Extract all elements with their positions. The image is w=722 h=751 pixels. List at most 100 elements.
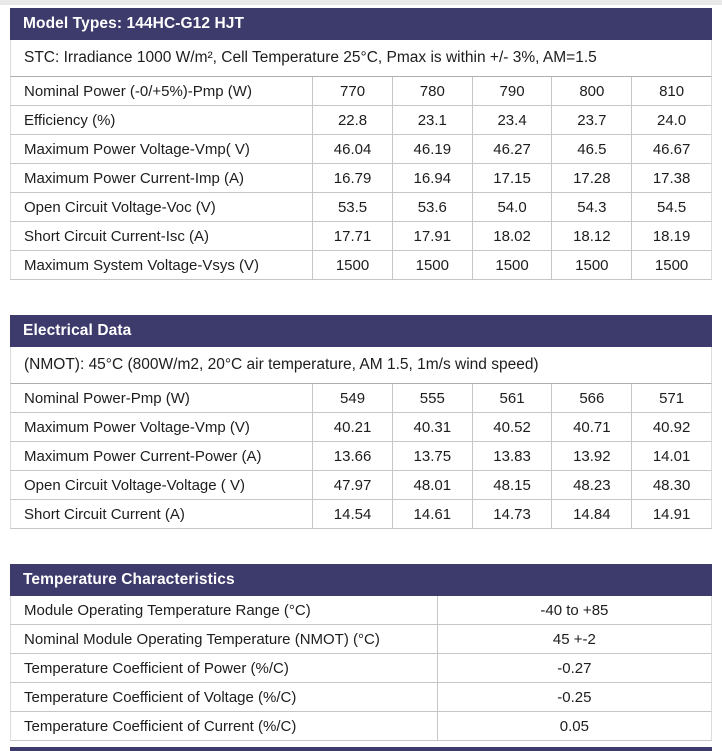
table-row: Short Circuit Current-Isc (A) 17.71 17.9… <box>10 222 712 251</box>
row-label: Module Operating Temperature Range (°C) <box>24 601 311 619</box>
row-value: 17.15 <box>471 164 552 192</box>
row-label: Short Circuit Current (A) <box>24 505 185 523</box>
row-value: 47.97 <box>312 471 392 499</box>
table-subtitle: STC: Irradiance 1000 W/m², Cell Temperat… <box>24 49 597 66</box>
row-value: 53.5 <box>312 193 392 221</box>
row-label: Maximum Power Voltage-Vmp( V) <box>24 140 250 158</box>
row-value: 40.31 <box>391 413 472 441</box>
row-value: 16.79 <box>312 164 392 192</box>
table-title-bar: Electrical Data <box>10 315 712 347</box>
row-value: 40.71 <box>551 413 631 441</box>
row-label: Temperature Coefficient of Current (%/C) <box>24 717 297 735</box>
row-value: 23.4 <box>471 106 552 134</box>
row-value: 571 <box>631 384 711 412</box>
row-value: 1500 <box>551 251 631 279</box>
table-row: Efficiency (%) 22.8 23.1 23.4 23.7 24.0 <box>10 106 712 135</box>
row-value: 549 <box>312 384 392 412</box>
row-value: 561 <box>471 384 552 412</box>
row-value: 800 <box>551 77 631 105</box>
table-row: Module Operating Temperature Range (°C) … <box>10 596 712 625</box>
row-value: 13.75 <box>391 442 472 470</box>
row-value: 13.66 <box>312 442 392 470</box>
row-value: 14.61 <box>391 500 472 528</box>
row-value: 780 <box>391 77 472 105</box>
row-value: 14.91 <box>631 500 711 528</box>
table-model-types-stc: Model Types: 144HC-G12 HJT STC: Irradian… <box>10 8 712 280</box>
row-value: 14.73 <box>471 500 552 528</box>
row-value: 810 <box>631 77 711 105</box>
table-row: Temperature Coefficient of Current (%/C)… <box>10 712 712 741</box>
row-value: 46.67 <box>631 135 711 163</box>
row-value: 13.83 <box>471 442 552 470</box>
row-value: 1500 <box>631 251 711 279</box>
row-label: Maximum Power Current-Power (A) <box>24 447 262 465</box>
page-top-strip <box>0 0 722 5</box>
row-value: 54.0 <box>471 193 552 221</box>
table-temperature-characteristics: Temperature Characteristics Module Opera… <box>10 564 712 741</box>
row-value: 1500 <box>312 251 392 279</box>
row-value: -0.27 <box>436 654 711 682</box>
table-title-bar: Model Types: 144HC-G12 HJT <box>10 8 712 40</box>
row-value: 14.01 <box>631 442 711 470</box>
row-value: 48.15 <box>471 471 552 499</box>
table-title-bar: Temperature Characteristics <box>10 564 712 596</box>
row-value: 566 <box>551 384 631 412</box>
table-row: Open Circuit Voltage-Voltage ( V) 47.97 … <box>10 471 712 500</box>
row-label: Temperature Coefficient of Voltage (%/C) <box>24 688 297 706</box>
row-value: 46.27 <box>471 135 552 163</box>
row-value: 770 <box>312 77 392 105</box>
row-value: 23.7 <box>551 106 631 134</box>
row-value: 14.84 <box>551 500 631 528</box>
row-value: 48.23 <box>551 471 631 499</box>
row-label: Short Circuit Current-Isc (A) <box>24 227 210 245</box>
table-row: Open Circuit Voltage-Voc (V) 53.5 53.6 5… <box>10 193 712 222</box>
row-value: 17.38 <box>631 164 711 192</box>
row-value: 18.19 <box>631 222 711 250</box>
row-value: 1500 <box>391 251 472 279</box>
row-value: -0.25 <box>436 683 711 711</box>
table-row: Maximum System Voltage-Vsys (V) 1500 150… <box>10 251 712 280</box>
row-value: 17.28 <box>551 164 631 192</box>
table-row: Temperature Coefficient of Power (%/C) -… <box>10 654 712 683</box>
row-value: 45 +-2 <box>436 625 711 653</box>
row-value: 48.30 <box>631 471 711 499</box>
table-title: Electrical Data <box>23 322 132 339</box>
table-title: Temperature Characteristics <box>23 571 235 588</box>
row-value: 22.8 <box>312 106 392 134</box>
row-value: 17.91 <box>391 222 472 250</box>
row-value: 46.19 <box>391 135 472 163</box>
row-label: Open Circuit Voltage-Voc (V) <box>24 198 216 216</box>
row-label: Open Circuit Voltage-Voltage ( V) <box>24 476 245 494</box>
row-value: 48.01 <box>391 471 472 499</box>
row-value: 24.0 <box>631 106 711 134</box>
table-row: Nominal Power (-0/+5%)-Pmp (W) 770 780 7… <box>10 77 712 106</box>
row-value: 14.54 <box>312 500 392 528</box>
table-subtitle: (NMOT): 45°C (800W/m2, 20°C air temperat… <box>24 356 539 373</box>
table-subtitle-row: STC: Irradiance 1000 W/m², Cell Temperat… <box>10 40 712 77</box>
row-value: 13.92 <box>551 442 631 470</box>
row-label: Maximum Power Voltage-Vmp (V) <box>24 418 250 436</box>
row-value: 46.04 <box>312 135 392 163</box>
row-value: 18.02 <box>471 222 552 250</box>
row-value: 40.92 <box>631 413 711 441</box>
row-label: Maximum Power Current-Imp (A) <box>24 169 245 187</box>
table-row: Nominal Module Operating Temperature (NM… <box>10 625 712 654</box>
section-gap <box>0 280 722 315</box>
next-section-header-partial <box>10 747 712 751</box>
row-label: Nominal Power (-0/+5%)-Pmp (W) <box>24 82 252 100</box>
row-value: 54.5 <box>631 193 711 221</box>
row-value: 0.05 <box>436 712 711 740</box>
table-row: Maximum Power Voltage-Vmp (V) 40.21 40.3… <box>10 413 712 442</box>
table-subtitle-row: (NMOT): 45°C (800W/m2, 20°C air temperat… <box>10 347 712 384</box>
table-electrical-data: Electrical Data (NMOT): 45°C (800W/m2, 2… <box>10 315 712 529</box>
table-row: Maximum Power Voltage-Vmp( V) 46.04 46.1… <box>10 135 712 164</box>
row-value: -40 to +85 <box>436 596 711 624</box>
table-row: Maximum Power Current-Imp (A) 16.79 16.9… <box>10 164 712 193</box>
row-label: Efficiency (%) <box>24 111 116 129</box>
row-value: 54.3 <box>551 193 631 221</box>
table-row: Short Circuit Current (A) 14.54 14.61 14… <box>10 500 712 529</box>
table-row: Temperature Coefficient of Voltage (%/C)… <box>10 683 712 712</box>
table-row: Nominal Power-Pmp (W) 549 555 561 566 57… <box>10 384 712 413</box>
row-label: Maximum System Voltage-Vsys (V) <box>24 256 260 274</box>
row-value: 1500 <box>471 251 552 279</box>
